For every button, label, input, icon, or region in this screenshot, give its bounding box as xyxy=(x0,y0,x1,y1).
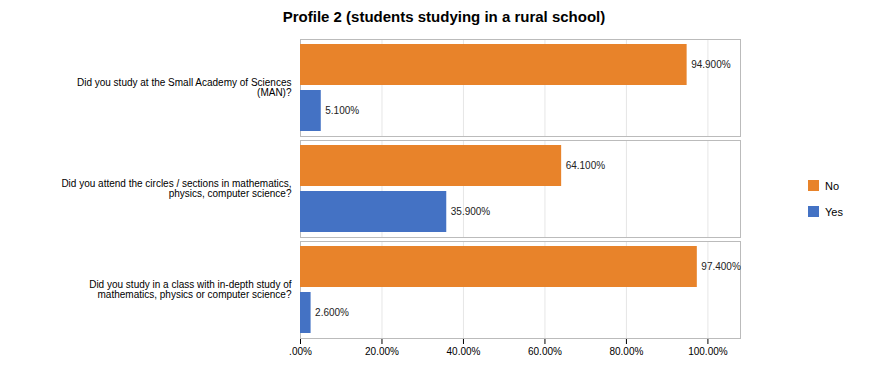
svg-text:Did you study at the Small Aca: Did you study at the Small Academy of Sc… xyxy=(77,77,292,98)
svg-text:40.00%: 40.00% xyxy=(447,346,481,357)
svg-text:2.600%: 2.600% xyxy=(315,307,349,318)
svg-text:35.900%: 35.900% xyxy=(451,206,491,217)
html-text:No: No xyxy=(825,179,840,192)
svg-text:60.00%: 60.00% xyxy=(528,346,562,357)
svg-text:.00%: .00% xyxy=(289,346,312,357)
svg-text:64.100%: 64.100% xyxy=(566,160,606,171)
html-text:Yes: Yes xyxy=(825,205,843,218)
svg-text:80.00%: 80.00% xyxy=(609,346,643,357)
svg-text:20.00%: 20.00% xyxy=(365,346,399,357)
svg-text:5.100%: 5.100% xyxy=(325,105,359,116)
svg-text:100.00%: 100.00% xyxy=(688,346,728,357)
svg-text:94.900%: 94.900% xyxy=(691,59,731,70)
svg-text:Did you attend the circles / s: Did you attend the circles / sections in… xyxy=(61,178,292,199)
svg-text:Did you study in a class with: Did you study in a class with in-depth s… xyxy=(89,279,292,300)
html-text:Profile 2 (students studying i: Profile 2 (students studying in a rural … xyxy=(282,8,606,25)
svg-text:97.400%: 97.400% xyxy=(701,261,741,272)
